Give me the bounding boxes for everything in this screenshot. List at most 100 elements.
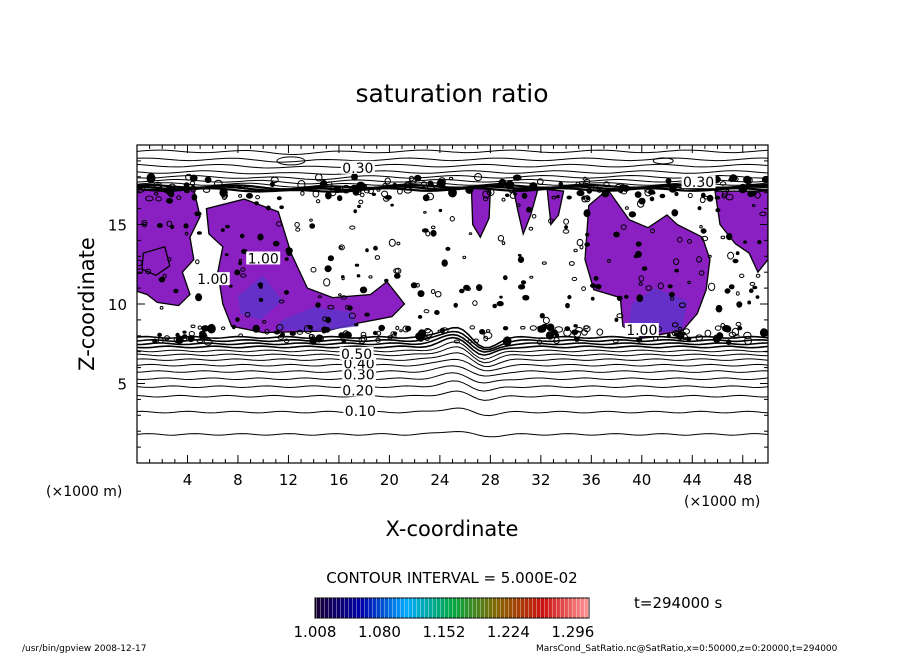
contour-speck (214, 179, 223, 188)
contour-labels: 0.300.300.100.200.300.400.501.001.001.00 (195, 160, 716, 420)
contour-speck (137, 268, 144, 274)
contour-line (137, 430, 768, 438)
contour-speck (497, 235, 505, 242)
contour-speck (164, 335, 170, 341)
contour-speck (584, 242, 591, 247)
contour-speck (715, 304, 723, 313)
contour-speck (542, 316, 550, 324)
contour-speck (644, 189, 652, 197)
contour-speck (733, 176, 739, 182)
contour-speck (340, 295, 347, 300)
contour-speck (707, 282, 716, 291)
contour-label-text: 0.20 (342, 383, 373, 399)
contour-speck (252, 324, 260, 333)
y-axis-ticks: 5 10 15 (108, 160, 768, 448)
contour-speck (593, 276, 599, 281)
contour-label: 0.30 (342, 367, 377, 384)
contour-label-text: 1.00 (626, 323, 657, 339)
contour-speck (624, 206, 629, 210)
contour-speck (571, 329, 579, 336)
contour-speck (735, 321, 742, 327)
contour-speck (751, 204, 756, 207)
contour-speck (624, 294, 629, 299)
contour-speck (394, 267, 402, 274)
contour-speck (255, 195, 261, 200)
contour-speck (565, 302, 570, 309)
contour-speck (603, 181, 610, 188)
contour-speck (590, 296, 595, 301)
contour-speck (727, 251, 735, 260)
contour-speck (657, 282, 664, 290)
contour-label-text: 0.10 (345, 404, 376, 420)
contour-speck (238, 261, 242, 266)
contour-label: 0.10 (343, 404, 378, 420)
contour-speck (238, 194, 243, 198)
contour-speck (503, 275, 508, 281)
contour-speck (315, 302, 321, 308)
contour-speck (529, 325, 537, 331)
contour-speck (173, 288, 179, 294)
contour-speck (440, 327, 449, 334)
contour-speck (445, 246, 451, 251)
contour-speck (726, 233, 733, 241)
contour-speck (513, 192, 518, 196)
contour-speck (725, 193, 734, 201)
contour-speck (558, 181, 564, 187)
contour-speck (505, 193, 510, 198)
contour-speck (582, 176, 588, 181)
contour-speck (325, 316, 332, 324)
contour-speck (573, 324, 578, 328)
colorbar-tick-labels: 1.008 1.080 1.152 1.224 1.296 (294, 623, 595, 641)
contour-speck (384, 177, 391, 185)
contour-speck (359, 192, 365, 198)
contour-speck (188, 331, 195, 337)
contour-speck (372, 330, 378, 336)
contour-speck (462, 255, 467, 260)
contour-speck (573, 248, 578, 253)
contour-speck (686, 336, 692, 341)
contour-speck (469, 325, 476, 330)
contour-speck (326, 181, 333, 187)
contour-speck (182, 330, 187, 334)
contour-speck (325, 191, 332, 200)
contour-speck (701, 235, 709, 242)
contour-speck (731, 327, 740, 337)
contour-speck (237, 185, 242, 189)
contour-speck (235, 317, 240, 322)
contour-speck (195, 293, 203, 302)
contour-speck (637, 199, 645, 208)
contour-speck (521, 192, 528, 199)
contour-speck (315, 173, 323, 182)
contour-speck (448, 187, 457, 198)
contour-speck (364, 312, 370, 317)
contour-speck (616, 295, 623, 301)
contour-speck (289, 331, 296, 336)
contour-speck (687, 280, 691, 285)
contour-speck (175, 335, 184, 344)
contour-speck (423, 309, 430, 314)
contour-line (137, 174, 768, 181)
contour-speck (337, 195, 343, 202)
contour-speck (347, 305, 353, 311)
contour-speck (592, 184, 599, 191)
contour-speck (752, 285, 758, 290)
contour-speck (526, 206, 533, 213)
contour-speck (698, 270, 705, 276)
contour-speck (551, 195, 557, 200)
contour-speck (467, 339, 472, 344)
supersaturation-core (238, 275, 283, 320)
contour-speck (571, 276, 578, 282)
contour-speck (682, 328, 691, 335)
contour-speck (453, 339, 460, 344)
contour-speck (568, 261, 575, 266)
contour-speck (465, 186, 474, 194)
x-tick-label: 24 (430, 471, 449, 489)
contour-speck (728, 177, 735, 183)
contour-speck (430, 289, 436, 294)
contour-speck (338, 244, 345, 251)
contour-speck (722, 325, 731, 332)
contour-speck (665, 177, 672, 185)
contour-speck (509, 192, 517, 199)
contour-speck (424, 328, 431, 334)
contour-speck (295, 227, 301, 232)
